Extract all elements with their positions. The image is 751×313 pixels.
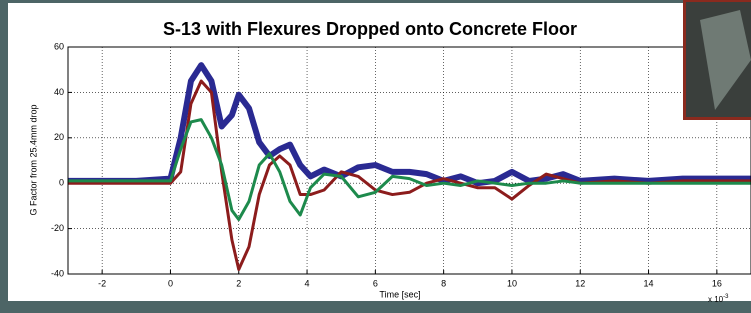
x-tick-label: 6 (373, 278, 378, 288)
x-tick-label: 8 (441, 278, 446, 288)
photo (683, 0, 751, 120)
chart: -40-200204060-20246810121416 S-13 with F… (0, 0, 751, 313)
x-multiplier-base: x 10 (708, 295, 724, 304)
x-tick-label: 10 (507, 278, 517, 288)
y-tick-label: 0 (59, 178, 64, 188)
x-tick-label: 16 (712, 278, 722, 288)
y-tick-label: -20 (51, 223, 64, 233)
x-tick-label: -2 (98, 278, 106, 288)
panel (8, 3, 751, 301)
x-tick-label: 2 (236, 278, 241, 288)
x-axis-label: Time [sec] (379, 289, 420, 299)
x-tick-label: 12 (575, 278, 585, 288)
x-tick-label: 4 (305, 278, 310, 288)
y-axis-label: G Factor from 25.4mm drop (28, 104, 38, 215)
x-multiplier-exponent: -3 (723, 294, 729, 300)
x-tick-label: 0 (168, 278, 173, 288)
y-tick-label: 20 (54, 132, 64, 142)
y-tick-label: 60 (54, 41, 64, 51)
y-tick-label: -40 (51, 268, 64, 278)
chart-title: S-13 with Flexures Dropped onto Concrete… (163, 19, 577, 39)
y-tick-label: 40 (54, 87, 64, 97)
x-tick-label: 14 (644, 278, 654, 288)
